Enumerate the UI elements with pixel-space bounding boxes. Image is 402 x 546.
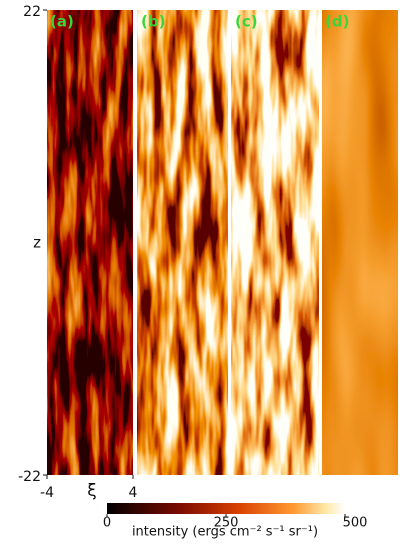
y-tick-label: 22 xyxy=(23,4,41,20)
colorbar-label: intensity (ergs cm⁻² s⁻¹ sr⁻¹) xyxy=(132,525,318,540)
panel-image xyxy=(47,10,133,475)
panel-label: (c) xyxy=(235,13,258,31)
panel-image xyxy=(137,10,228,475)
colorbar-tick-label: 0 xyxy=(103,516,111,531)
panel-image xyxy=(322,10,398,475)
colorbar-tick-label: 500 xyxy=(343,516,368,531)
y-axis-label: z xyxy=(33,234,41,252)
x-tick-label: 4 xyxy=(129,485,138,501)
x-tick-label: -4 xyxy=(40,485,54,501)
panel-label: (b) xyxy=(141,13,165,31)
x-axis-label: ξ xyxy=(87,481,96,501)
panel-image xyxy=(231,10,319,475)
panel-label: (d) xyxy=(325,13,349,31)
panel-label: (a) xyxy=(50,13,74,31)
colorbar xyxy=(107,503,345,514)
colorbar-tick-label: 250 xyxy=(214,516,239,531)
y-tick-label: -22 xyxy=(18,469,41,485)
